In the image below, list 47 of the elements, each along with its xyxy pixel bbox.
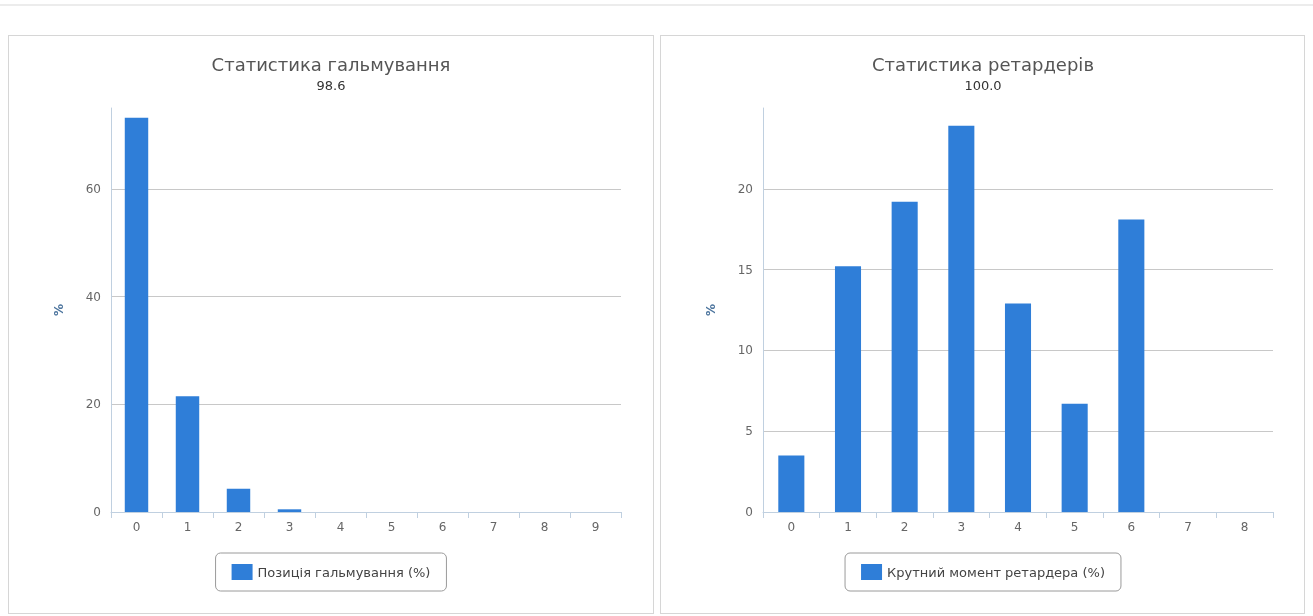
x-tick-label: 7 <box>1183 520 1192 534</box>
x-tick-label: 6 <box>438 520 447 534</box>
bar <box>947 125 974 512</box>
chart-title: Статистика гальмування <box>211 53 451 75</box>
x-tick-label: 2 <box>900 520 908 534</box>
bar <box>834 266 861 512</box>
x-tick-label: 0 <box>132 520 141 534</box>
x-tick-label: 3 <box>957 520 965 534</box>
x-tick-label: 8 <box>1240 520 1248 534</box>
bar <box>1004 303 1031 512</box>
x-tick-label: 8 <box>540 520 549 534</box>
legend-label: Крутний момент ретардера (%) <box>886 564 1105 580</box>
y-tick-label: 0 <box>93 505 101 519</box>
chart-subtitle: 98.6 <box>316 78 346 93</box>
bar <box>1117 219 1144 512</box>
x-tick-label: 4 <box>336 520 345 534</box>
x-tick-label: 0 <box>787 520 795 534</box>
x-tick-label: 6 <box>1127 520 1135 534</box>
bar <box>124 117 149 512</box>
x-tick-label: 1 <box>843 520 852 534</box>
y-tick-label: 20 <box>85 397 101 412</box>
bar <box>1061 403 1088 512</box>
y-tick-label: 0 <box>744 505 753 519</box>
bar <box>226 488 251 512</box>
y-tick-label: 5 <box>744 424 753 439</box>
y-tick-label: 10 <box>737 343 753 358</box>
bar <box>777 455 804 512</box>
y-tick-label: 60 <box>85 181 101 196</box>
x-tick-label: 5 <box>387 520 396 534</box>
chart-subtitle: 100.0 <box>963 78 1002 93</box>
y-tick-label: 40 <box>85 289 101 304</box>
x-tick-label: 7 <box>489 520 498 534</box>
bar <box>175 396 200 512</box>
y-tick-label: 20 <box>737 181 753 196</box>
y-axis-title: % <box>703 303 718 317</box>
bar <box>277 509 302 512</box>
y-tick-label: 15 <box>737 262 753 277</box>
chart-title: Статистика ретардерів <box>871 53 1094 75</box>
x-tick-label: 5 <box>1070 520 1078 534</box>
x-tick-label: 9 <box>591 520 600 534</box>
x-tick-label: 1 <box>183 520 192 534</box>
x-tick-label: 3 <box>285 520 294 534</box>
x-tick-label: 2 <box>234 520 243 534</box>
y-axis-title: % <box>52 303 66 317</box>
x-tick-label: 4 <box>1013 520 1022 534</box>
bar <box>891 201 918 512</box>
legend-label: Позиція гальмування (%) <box>257 564 431 580</box>
